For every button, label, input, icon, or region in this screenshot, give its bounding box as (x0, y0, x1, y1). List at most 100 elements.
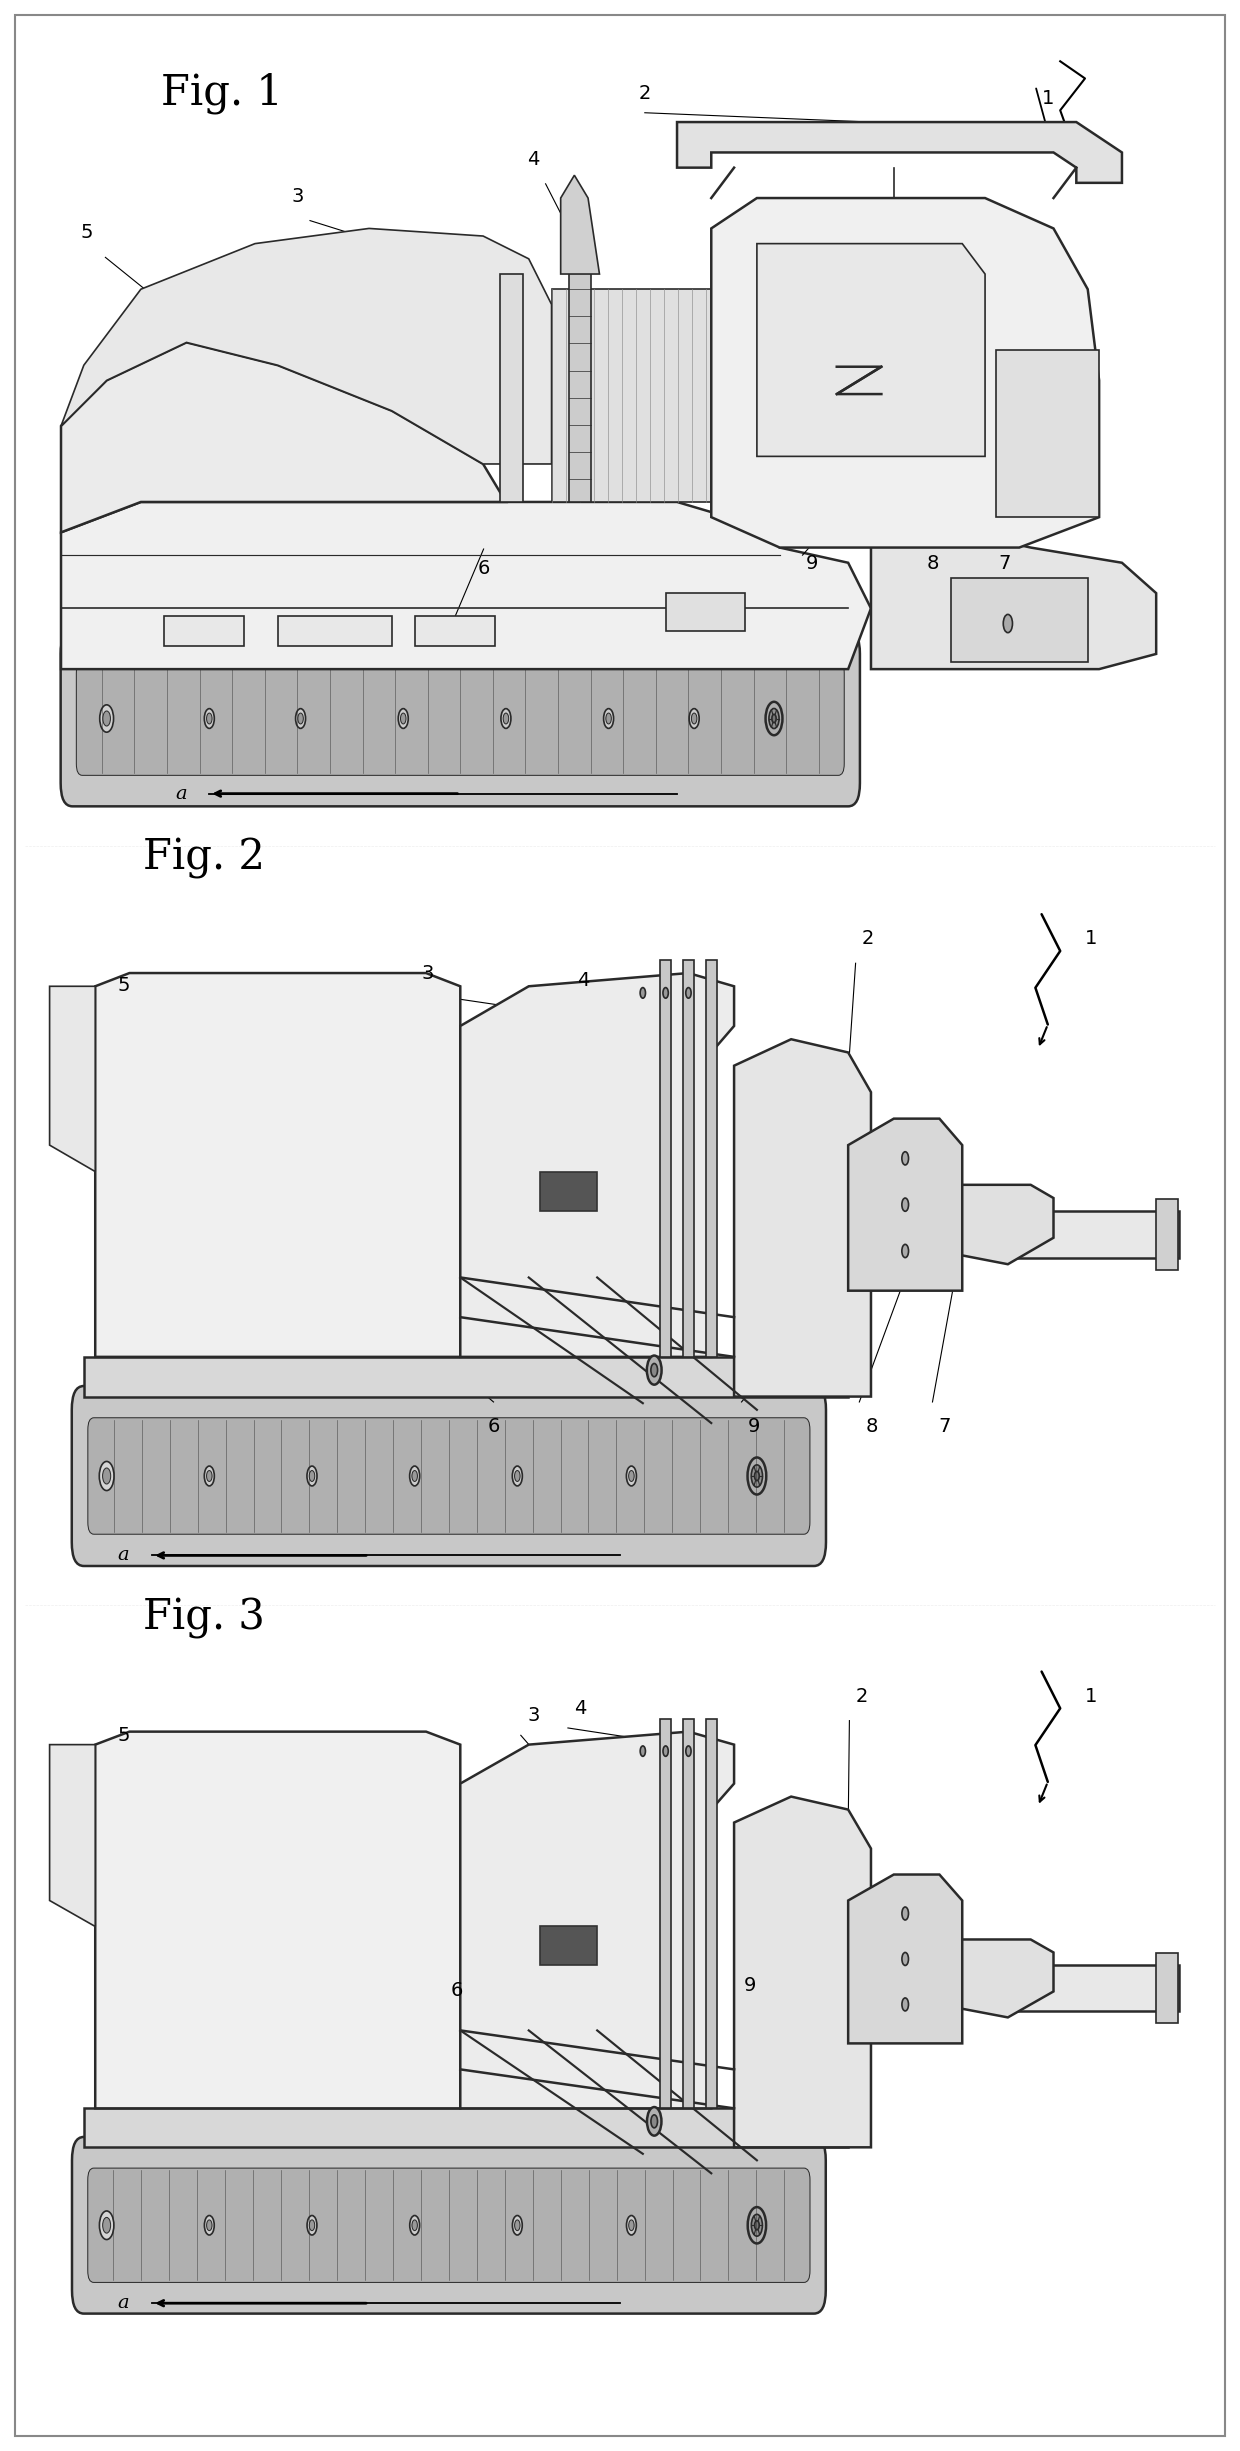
Circle shape (663, 988, 668, 998)
Text: 7: 7 (998, 554, 1011, 574)
Circle shape (309, 2221, 315, 2230)
Circle shape (205, 708, 215, 728)
Text: 2: 2 (856, 1686, 868, 1706)
Circle shape (901, 1245, 909, 1257)
Circle shape (207, 713, 212, 723)
Polygon shape (660, 1718, 671, 2108)
Circle shape (755, 1471, 759, 1480)
Bar (278, 615, 392, 647)
Circle shape (308, 1466, 317, 1485)
Circle shape (103, 1468, 110, 1483)
Text: 2: 2 (862, 929, 874, 949)
Polygon shape (95, 973, 460, 1358)
Circle shape (205, 2216, 215, 2235)
Circle shape (501, 708, 511, 728)
Polygon shape (870, 1184, 1054, 1265)
Bar (164, 615, 243, 647)
Polygon shape (734, 1797, 870, 2147)
Circle shape (748, 1458, 766, 1495)
Text: 5: 5 (118, 975, 130, 995)
FancyBboxPatch shape (72, 1385, 826, 1566)
Polygon shape (95, 1730, 460, 2108)
FancyBboxPatch shape (61, 630, 859, 806)
Polygon shape (734, 1039, 870, 1397)
Circle shape (626, 2216, 636, 2235)
Polygon shape (560, 174, 599, 275)
Circle shape (901, 1152, 909, 1164)
Circle shape (512, 2216, 522, 2235)
Text: Fig. 1: Fig. 1 (161, 71, 283, 115)
FancyBboxPatch shape (88, 2169, 810, 2282)
Circle shape (663, 1745, 668, 1757)
Polygon shape (985, 1211, 1179, 1257)
Circle shape (640, 1745, 646, 1757)
Circle shape (103, 711, 110, 725)
Circle shape (207, 2221, 212, 2230)
Circle shape (298, 713, 304, 723)
FancyBboxPatch shape (77, 662, 844, 775)
Circle shape (901, 1907, 909, 1919)
Polygon shape (61, 502, 870, 669)
Circle shape (398, 708, 408, 728)
Circle shape (604, 708, 614, 728)
Polygon shape (660, 961, 671, 1358)
Bar (414, 615, 495, 647)
Bar (951, 578, 1087, 662)
Circle shape (901, 1998, 909, 2010)
Circle shape (515, 2221, 520, 2230)
Text: 7: 7 (939, 1417, 951, 1436)
Circle shape (1003, 615, 1013, 632)
Polygon shape (500, 275, 523, 502)
Circle shape (99, 1461, 114, 1490)
Text: Fig. 3: Fig. 3 (143, 1596, 264, 1640)
Circle shape (412, 1471, 418, 1480)
Circle shape (515, 1471, 520, 1480)
Circle shape (751, 2213, 763, 2235)
Circle shape (751, 1466, 763, 1488)
Circle shape (207, 1471, 212, 1480)
Polygon shape (870, 532, 1156, 669)
Polygon shape (84, 1358, 848, 1397)
Polygon shape (997, 350, 1099, 517)
Text: 3: 3 (527, 1706, 539, 1726)
Circle shape (99, 706, 114, 733)
Circle shape (103, 2218, 110, 2233)
FancyBboxPatch shape (72, 2137, 826, 2314)
Text: 9: 9 (806, 554, 818, 574)
Text: Fig. 2: Fig. 2 (143, 836, 264, 880)
Polygon shape (985, 1966, 1179, 2010)
Text: 9: 9 (744, 1976, 756, 1995)
Circle shape (647, 2108, 661, 2135)
Polygon shape (848, 1875, 962, 2044)
Circle shape (409, 2216, 419, 2235)
Circle shape (771, 713, 776, 723)
Text: 4: 4 (527, 150, 539, 169)
Circle shape (629, 2221, 634, 2230)
Polygon shape (50, 985, 95, 1172)
Text: 6: 6 (477, 559, 490, 578)
Polygon shape (712, 199, 1099, 547)
Polygon shape (848, 1118, 962, 1292)
Circle shape (512, 1466, 522, 1485)
Text: 3: 3 (291, 186, 304, 206)
Circle shape (647, 1355, 662, 1385)
Circle shape (755, 2221, 759, 2230)
Text: a: a (175, 784, 186, 801)
Circle shape (769, 708, 779, 728)
Polygon shape (870, 1939, 1054, 2017)
Circle shape (606, 713, 611, 723)
Polygon shape (84, 2108, 848, 2147)
Circle shape (901, 1199, 909, 1211)
Text: a: a (118, 1547, 129, 1564)
FancyBboxPatch shape (88, 1417, 810, 1534)
Circle shape (629, 1471, 634, 1480)
Polygon shape (706, 961, 717, 1358)
Bar (666, 593, 745, 630)
Circle shape (308, 2216, 317, 2235)
Text: 3: 3 (422, 963, 434, 983)
Text: 1: 1 (1042, 88, 1054, 108)
Polygon shape (61, 228, 552, 463)
Circle shape (295, 708, 305, 728)
Circle shape (409, 1466, 419, 1485)
Text: 6: 6 (450, 1980, 463, 2000)
